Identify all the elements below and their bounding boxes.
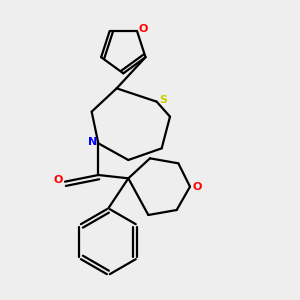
Text: O: O (138, 25, 148, 34)
Text: O: O (54, 175, 63, 185)
Text: O: O (193, 182, 202, 192)
Text: N: N (88, 137, 97, 147)
Text: S: S (159, 95, 167, 105)
